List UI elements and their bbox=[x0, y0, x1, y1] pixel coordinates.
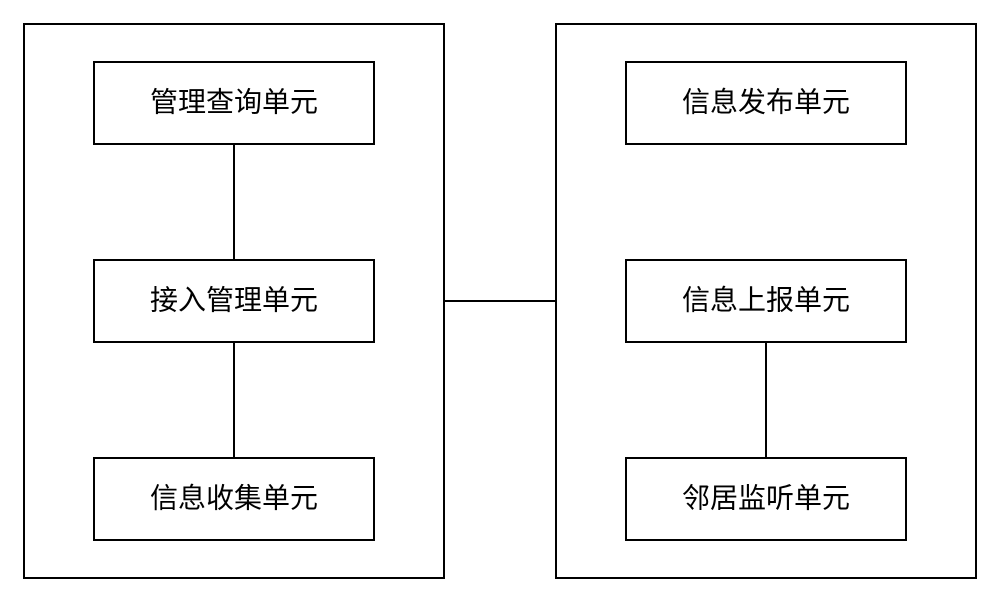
access-mgmt-label: 接入管理单元 bbox=[150, 285, 318, 317]
mgmt-query-label: 管理查询单元 bbox=[150, 87, 318, 119]
neighbor-listen-label: 邻居监听单元 bbox=[682, 483, 850, 515]
info-report-label: 信息上报单元 bbox=[682, 285, 850, 317]
system-diagram: 管理查询单元接入管理单元信息收集单元 信息发布单元信息上报单元邻居监听单元 bbox=[0, 0, 1000, 602]
info-publish-label: 信息发布单元 bbox=[682, 87, 850, 119]
info-collect-label: 信息收集单元 bbox=[150, 483, 318, 515]
